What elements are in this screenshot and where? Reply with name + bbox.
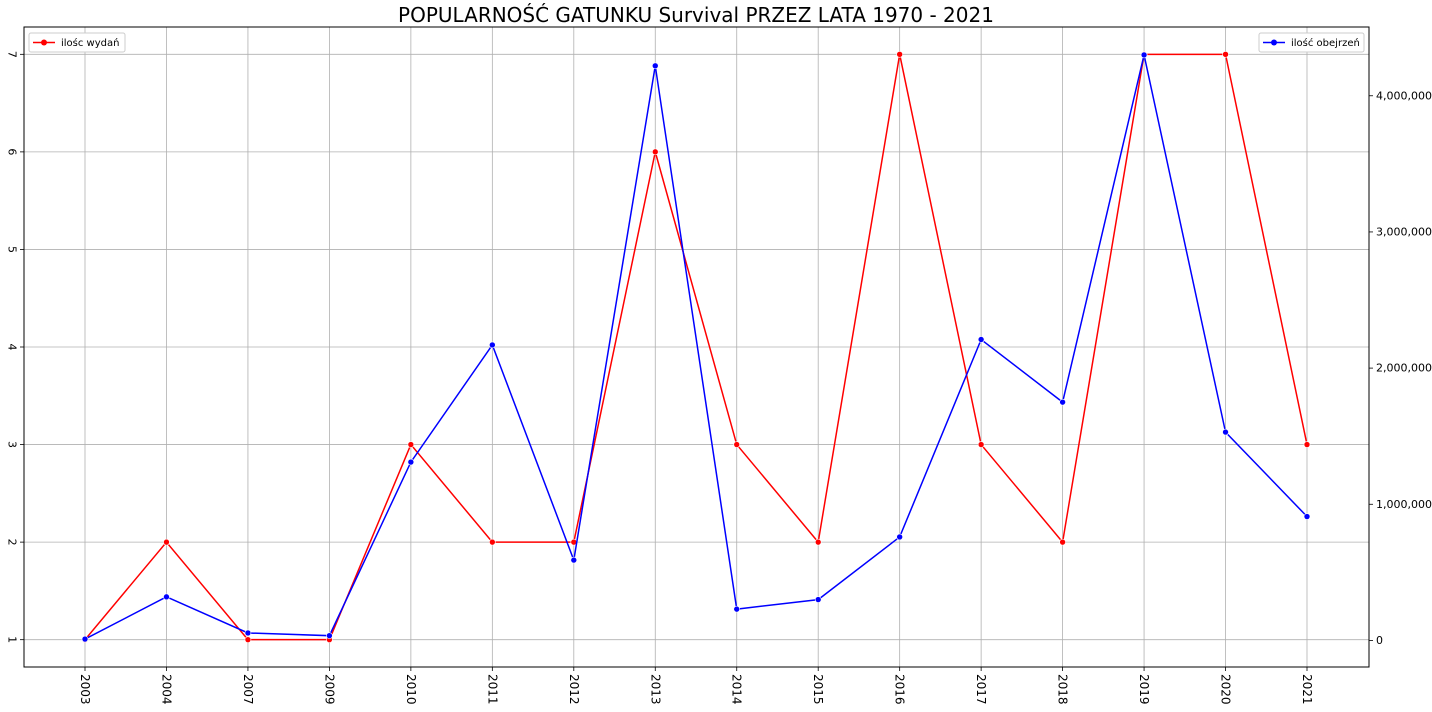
legend-left-marker xyxy=(41,39,47,46)
right-tick-label: 2,000,000 xyxy=(1376,362,1432,375)
series-1-point xyxy=(489,341,496,349)
series-1-point xyxy=(814,596,822,603)
left-tick-label: 7 xyxy=(6,51,19,58)
legend-left: ilośc wydań xyxy=(28,32,126,53)
x-tick-label: 2012 xyxy=(567,674,581,705)
series-0-point xyxy=(1222,51,1229,58)
x-tick-label: 2021 xyxy=(1300,674,1314,705)
x-tick-label: 2019 xyxy=(1137,674,1151,705)
left-tick-label: 1 xyxy=(6,636,19,643)
series-1-point xyxy=(407,458,415,466)
legend-left-label: ilośc wydań xyxy=(61,37,119,49)
series-0-point xyxy=(651,148,659,156)
legend-left-box xyxy=(28,32,126,53)
series-0-point xyxy=(1303,441,1311,448)
chart-title: POPULARNOŚĆ GATUNKU Survival PRZEZ LATA … xyxy=(398,3,994,27)
series-1-point xyxy=(1059,398,1066,406)
series-0-point xyxy=(163,538,170,546)
series-1-point xyxy=(1303,513,1311,520)
legend-right-box xyxy=(1258,32,1365,53)
left-tick-label: 4 xyxy=(6,344,19,351)
x-tick-label: 2018 xyxy=(1056,674,1070,705)
grid xyxy=(24,27,1369,667)
x-tick-label: 2020 xyxy=(1219,674,1233,705)
x-tick-label: 2004 xyxy=(159,674,173,705)
series-line-0 xyxy=(84,53,1308,641)
series-layer xyxy=(81,51,1311,643)
right-tick-label: 1,000,000 xyxy=(1376,498,1432,511)
right-tick-label: 0 xyxy=(1376,634,1383,647)
series-0-point xyxy=(814,538,822,546)
series-1-point xyxy=(651,62,659,70)
x-tick-label: 2014 xyxy=(730,674,744,705)
x-axis: 2003 2004 2007 2009 2010 2011 2012 2013 2014 2015… xyxy=(78,667,1314,705)
left-tick-label: 5 xyxy=(6,246,19,253)
series-1-point xyxy=(733,605,741,613)
x-tick-label: 2011 xyxy=(485,674,499,705)
series-1-point xyxy=(570,556,578,564)
left-axis: 1 2 3 4 5 6 7 xyxy=(6,51,24,643)
x-tick-label: 2010 xyxy=(404,674,418,705)
series-1-point xyxy=(163,593,170,601)
x-tick-label: 2013 xyxy=(648,674,662,705)
series-1-point xyxy=(244,629,252,637)
x-tick-label: 2016 xyxy=(893,674,907,705)
right-axis: 0 1,000,000 2,000,000 3,000,000 4,000,000 xyxy=(1369,89,1432,647)
right-tick-label: 3,000,000 xyxy=(1376,225,1432,238)
series-0-point xyxy=(1059,538,1066,546)
x-tick-label: 2003 xyxy=(78,674,92,705)
x-tick-label: 2007 xyxy=(241,674,255,705)
series-1-point xyxy=(81,635,89,643)
series-0-point xyxy=(733,441,741,448)
left-tick-label: 3 xyxy=(6,441,19,448)
series-line-1 xyxy=(84,54,1308,640)
series-1-point xyxy=(1222,428,1229,436)
series-1-point xyxy=(977,336,985,343)
legend-right-label: ilość obejrzeń xyxy=(1291,37,1360,49)
series-1-point xyxy=(1140,51,1148,59)
left-tick-label: 2 xyxy=(6,539,19,546)
legend-right: ilość obejrzeń xyxy=(1258,32,1365,53)
series-0-point xyxy=(244,636,252,643)
x-tick-label: 2017 xyxy=(974,674,988,705)
x-tick-label: 2015 xyxy=(811,674,825,705)
series-0-point xyxy=(977,441,985,448)
legend-right-marker xyxy=(1271,39,1277,46)
series-0-point xyxy=(896,51,903,58)
series-0-point xyxy=(407,441,415,448)
series-1-point xyxy=(896,533,903,541)
series-0-point xyxy=(489,538,496,546)
right-tick-label: 4,000,000 xyxy=(1376,89,1432,102)
series-1-point xyxy=(326,632,333,639)
x-tick-label: 2009 xyxy=(322,674,336,705)
left-tick-label: 6 xyxy=(6,148,19,155)
